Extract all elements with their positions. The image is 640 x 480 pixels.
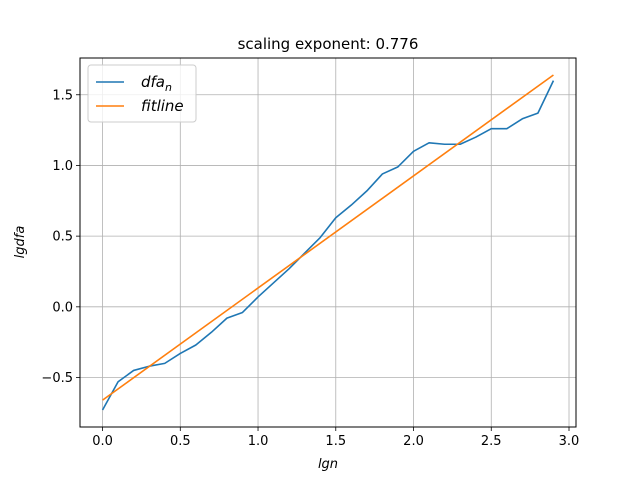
legend-box xyxy=(87,64,197,123)
x-axis-label: lgn xyxy=(318,457,338,472)
y-tick-label: 0.5 xyxy=(52,230,73,245)
y-axis-label: lgdfa xyxy=(13,226,28,259)
series-line-fitline xyxy=(102,74,554,401)
legend: dfan fitline xyxy=(87,64,197,123)
chart-title: scaling exponent: 0.776 xyxy=(238,35,419,53)
legend-label-dfa-subscript: n xyxy=(165,81,172,94)
grid-lines xyxy=(80,58,576,427)
x-tick-label: 0.5 xyxy=(170,434,191,449)
legend-label-fitline: fitline xyxy=(141,97,184,115)
plot-frame xyxy=(79,57,577,428)
series-line-dfa xyxy=(101,80,555,411)
x-tick-label: 2.5 xyxy=(481,434,502,449)
y-tick-label: 1.5 xyxy=(52,88,73,103)
x-tick-label: 3.0 xyxy=(559,434,580,449)
series-layer xyxy=(101,74,555,411)
y-tick-label: 0.0 xyxy=(52,300,73,315)
x-tick-label: 0.0 xyxy=(92,434,113,449)
legend-label-dfa-base: dfa xyxy=(141,73,165,91)
x-tick-label: 1.0 xyxy=(248,434,269,449)
y-tick-label: 1.0 xyxy=(52,159,73,174)
legend-label-dfa: dfan xyxy=(141,73,172,94)
x-tick-label: 2.0 xyxy=(403,434,424,449)
x-tick-label: 1.5 xyxy=(325,434,346,449)
axis-ticks: 0.0 0.5 1.0 1.5 2.0 2.5 3.0 −0.5 0.0 0.5 1.0 1.5 xyxy=(41,88,579,449)
y-tick-label: −0.5 xyxy=(41,371,73,386)
